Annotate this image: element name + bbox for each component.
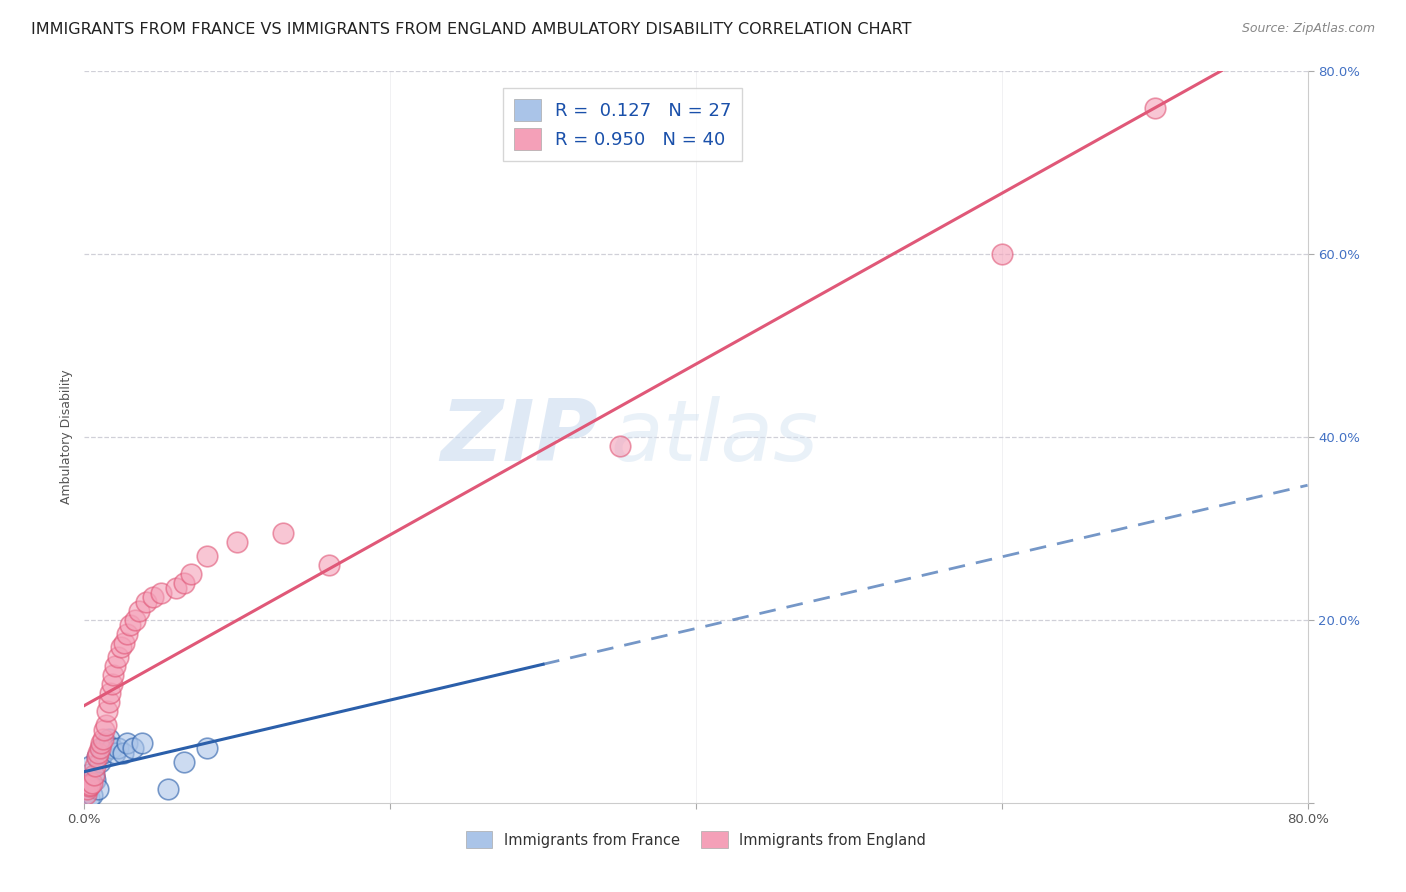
Point [75, 778, 97, 792]
Point [83, 768, 105, 782]
Point [86, 750, 108, 764]
Point [112, 636, 135, 650]
Point [115, 736, 138, 750]
Point [165, 581, 187, 595]
Point [180, 567, 202, 582]
Point [103, 667, 125, 681]
Point [271, 526, 294, 541]
Point [76, 772, 98, 787]
Point [77, 791, 100, 805]
Point [79, 759, 101, 773]
Point [97, 731, 120, 746]
Point [91, 746, 114, 760]
Point [149, 585, 172, 599]
Point [80, 789, 103, 803]
Point [77, 780, 100, 794]
Point [609, 439, 631, 453]
Point [90, 736, 112, 750]
Point [76, 782, 98, 797]
Text: Source: ZipAtlas.com: Source: ZipAtlas.com [1241, 22, 1375, 36]
Text: ZIP: ZIP [440, 395, 598, 479]
Point [79, 778, 101, 792]
Point [101, 740, 124, 755]
Point [75, 787, 97, 801]
Point [110, 640, 132, 655]
Point [195, 549, 218, 563]
Point [135, 594, 157, 608]
Point [84, 772, 107, 787]
Point [104, 658, 127, 673]
Point [86, 750, 108, 764]
Point [89, 740, 111, 755]
Point [90, 740, 112, 755]
Point [89, 755, 111, 769]
Point [98, 686, 121, 700]
Point [97, 695, 120, 709]
Point [80, 775, 103, 789]
Point [101, 677, 124, 691]
Point [107, 649, 129, 664]
Point [226, 535, 249, 549]
Text: IMMIGRANTS FROM FRANCE VS IMMIGRANTS FROM ENGLAND AMBULATORY DISABILITY CORRELAT: IMMIGRANTS FROM FRANCE VS IMMIGRANTS FRO… [31, 22, 911, 37]
Point [128, 604, 150, 618]
Point [104, 746, 127, 760]
Point [83, 768, 105, 782]
Point [93, 723, 115, 737]
Point [91, 731, 114, 746]
Point [87, 746, 110, 760]
Point [318, 558, 340, 573]
Point [84, 759, 107, 773]
Point [173, 576, 195, 591]
Point [122, 740, 145, 755]
Point [76, 785, 98, 799]
Point [107, 740, 129, 755]
Point [79, 780, 101, 794]
Point [157, 782, 180, 797]
Point [120, 617, 142, 632]
Point [94, 736, 117, 750]
Point [142, 590, 165, 604]
Point [87, 782, 110, 797]
Point [111, 746, 134, 760]
Point [124, 613, 146, 627]
Point [991, 247, 1014, 261]
Point [115, 626, 138, 640]
Text: atlas: atlas [610, 395, 818, 479]
Point [195, 740, 218, 755]
Point [96, 705, 118, 719]
Point [77, 766, 100, 780]
Point [94, 718, 117, 732]
Point [131, 736, 153, 750]
Point [1143, 101, 1166, 115]
Point [173, 755, 195, 769]
Y-axis label: Ambulatory Disability: Ambulatory Disability [60, 370, 73, 504]
Legend: Immigrants from France, Immigrants from England: Immigrants from France, Immigrants from … [460, 825, 932, 854]
